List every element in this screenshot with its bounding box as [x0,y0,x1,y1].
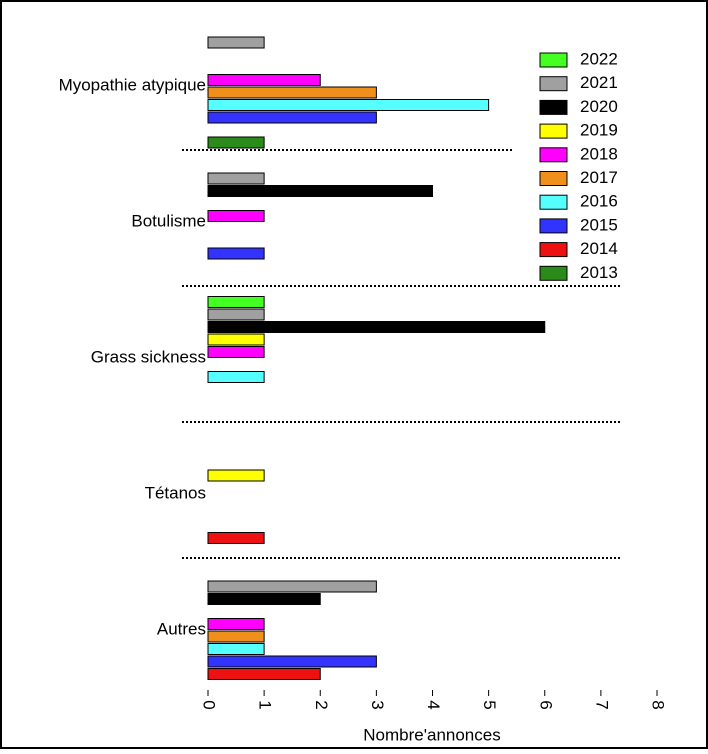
legend-label: 2016 [580,192,618,211]
x-tick-label: 8 [649,700,668,709]
category-label: Tétanos [145,484,206,503]
legend-label: 2015 [580,215,618,234]
x-tick-label: 6 [536,700,555,709]
bar [207,74,321,86]
category-label: Myopathie atypique [59,76,206,95]
legend-label: 2020 [580,97,618,116]
bar [207,321,546,333]
legend-swatch [539,147,568,163]
legend-label: 2019 [580,121,618,140]
legend-swatch [539,194,568,210]
legend-label: 2021 [580,73,618,92]
bar [207,346,265,358]
bar [207,655,377,668]
category-label: Grass sickness [91,348,206,367]
x-axis-label: Nombre'annonces [363,725,500,744]
bar [207,99,490,111]
bar [207,593,321,605]
x-tick-label: 5 [480,700,499,709]
legend-swatch [539,123,568,139]
category-label: Botulisme [131,212,206,231]
legend-swatch [539,171,568,186]
bar [207,580,377,593]
bar [207,308,265,321]
x-tick-label: 0 [200,700,219,709]
x-tick-label: 2 [312,700,331,709]
bar [207,643,265,655]
bar [207,630,265,643]
legend-swatch [539,265,568,281]
x-tick-label: 1 [256,700,275,709]
bar [207,36,265,49]
bar [207,86,377,99]
bar [207,668,321,680]
bar [207,172,265,185]
bar [207,136,265,149]
bar [207,371,265,383]
bar [207,532,265,544]
legend-swatch [539,218,568,234]
x-tick-label: 4 [424,700,443,709]
legend-swatch [539,242,568,258]
legend-label: 2013 [580,263,618,282]
legend-label: 2014 [580,239,618,258]
bar [207,618,265,630]
bar [207,469,265,482]
legend-swatch [539,99,568,115]
bar [207,247,265,260]
category-label: Autres [157,620,206,639]
legend-swatch [539,52,568,68]
bar [207,185,433,197]
legend-label: 2022 [580,49,618,68]
x-tick-label: 7 [592,700,611,709]
x-tick-label: 3 [368,700,387,709]
legend-label: 2017 [580,168,618,187]
legend-label: 2018 [580,144,618,163]
bar [207,333,265,346]
bar [207,296,265,308]
bar [207,210,265,222]
legend-swatch [539,76,568,92]
bar [207,111,377,124]
